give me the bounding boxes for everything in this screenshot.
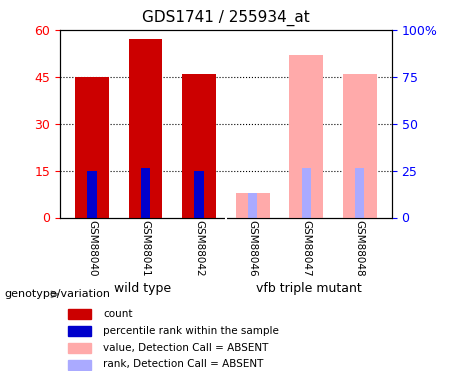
Text: GSM88048: GSM88048 bbox=[355, 220, 365, 277]
Bar bbox=[355, 168, 364, 217]
Bar bbox=[301, 168, 311, 217]
Text: GSM88041: GSM88041 bbox=[141, 220, 151, 277]
Text: genotype/variation: genotype/variation bbox=[5, 290, 111, 299]
Text: percentile rank within the sample: percentile rank within the sample bbox=[103, 326, 279, 336]
Text: wild type: wild type bbox=[114, 282, 171, 295]
Text: rank, Detection Call = ABSENT: rank, Detection Call = ABSENT bbox=[103, 360, 263, 369]
Text: value, Detection Call = ABSENT: value, Detection Call = ABSENT bbox=[103, 343, 268, 352]
Text: vfb triple mutant: vfb triple mutant bbox=[256, 282, 362, 295]
Text: GSM88047: GSM88047 bbox=[301, 220, 311, 277]
Bar bbox=[88, 171, 97, 217]
Title: GDS1741 / 255934_at: GDS1741 / 255934_at bbox=[142, 10, 310, 26]
Bar bbox=[68, 360, 91, 370]
Bar bbox=[68, 326, 91, 336]
Bar bbox=[68, 309, 91, 319]
Text: GSM88040: GSM88040 bbox=[87, 220, 97, 277]
Text: GSM88046: GSM88046 bbox=[248, 220, 258, 277]
Text: count: count bbox=[103, 309, 132, 319]
Bar bbox=[236, 192, 270, 217]
Bar bbox=[129, 39, 162, 218]
Bar bbox=[75, 77, 109, 218]
Bar bbox=[343, 74, 377, 217]
Bar bbox=[141, 168, 150, 217]
Bar bbox=[182, 74, 216, 217]
Bar bbox=[290, 55, 323, 217]
Text: GSM88042: GSM88042 bbox=[194, 220, 204, 277]
Bar bbox=[68, 343, 91, 353]
Bar bbox=[248, 192, 257, 217]
Bar bbox=[195, 171, 204, 217]
